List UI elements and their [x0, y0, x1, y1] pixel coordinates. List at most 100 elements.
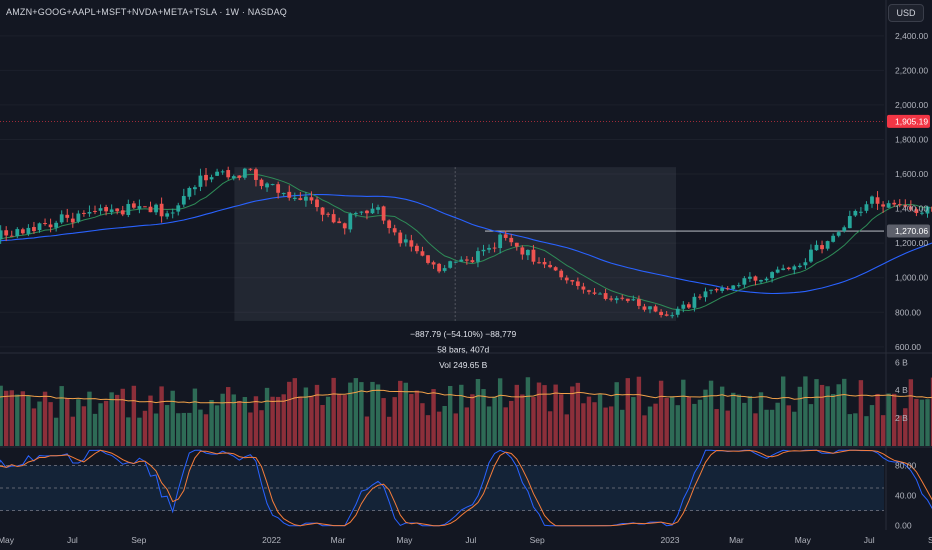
- candle-body: [564, 277, 569, 281]
- volume-bar: [342, 395, 347, 446]
- volume-pane: 6 B 4 B 2 B: [0, 357, 932, 446]
- candle: [648, 306, 652, 314]
- candle: [415, 243, 419, 254]
- volume-bar: [76, 399, 81, 446]
- volume-bar: [87, 391, 92, 446]
- volume-bar: [81, 406, 87, 446]
- volume-ma-line: [0, 389, 932, 404]
- volume-bar: [448, 385, 453, 446]
- candle-body: [226, 170, 231, 178]
- candle-body: [542, 261, 547, 265]
- volume-bar: [314, 384, 320, 446]
- candle-body: [187, 187, 192, 197]
- candle: [553, 266, 558, 272]
- time-tick-label: Jul: [864, 535, 875, 545]
- volume-bar: [536, 382, 542, 446]
- volume-bar: [670, 396, 675, 446]
- volume-bar: [742, 402, 747, 446]
- candle-body: [387, 220, 392, 229]
- candle: [925, 205, 930, 218]
- volume-bar: [781, 376, 786, 446]
- candle-body: [309, 197, 314, 201]
- candle-body: [559, 270, 564, 278]
- volume-bar: [819, 384, 825, 446]
- candle-body: [609, 298, 614, 300]
- candle-body: [115, 208, 120, 212]
- candle: [631, 295, 636, 302]
- candle-body: [137, 206, 142, 209]
- candle: [675, 306, 680, 318]
- candle: [748, 272, 752, 283]
- candle-body: [254, 169, 258, 180]
- volume-bar: [192, 388, 198, 446]
- candle: [265, 182, 269, 192]
- candle-body: [431, 262, 436, 265]
- volume-bar: [597, 394, 603, 446]
- measure-range-label: 58 bars, 407d: [437, 344, 489, 354]
- candle-body: [759, 280, 763, 282]
- candle-body: [670, 315, 675, 317]
- candle-body: [15, 229, 20, 237]
- volume-bar: [553, 384, 558, 446]
- volume-bar: [509, 400, 514, 446]
- candle: [509, 234, 514, 247]
- candle-body: [881, 204, 885, 207]
- candle-body: [154, 204, 158, 213]
- candle: [859, 207, 863, 217]
- time-tick-label: Mar: [729, 535, 744, 545]
- volume-bar: [20, 391, 26, 446]
- volume-bar: [226, 387, 231, 446]
- candle: [292, 192, 297, 201]
- time-tick-label: May: [396, 535, 413, 545]
- candle-body: [131, 203, 136, 208]
- candlesticks: [0, 166, 932, 319]
- volume-bar: [531, 397, 536, 446]
- candle-body: [859, 211, 863, 213]
- candle: [76, 210, 81, 224]
- candle-body: [320, 207, 325, 215]
- candle-body: [65, 214, 70, 218]
- currency-button[interactable]: USD: [888, 4, 924, 22]
- candle: [642, 303, 647, 312]
- candle-body: [120, 210, 125, 215]
- volume-bar: [486, 406, 492, 446]
- candle: [242, 167, 247, 180]
- candle-body: [598, 293, 602, 295]
- candle-body: [892, 202, 897, 205]
- volume-bar: [697, 399, 703, 446]
- candle: [781, 264, 786, 271]
- candle: [126, 199, 131, 218]
- candle: [470, 256, 475, 263]
- candle: [65, 208, 70, 223]
- candle-body: [803, 262, 808, 266]
- symbol-title[interactable]: AMZN+GOOG+AAPL+MSFT+NVDA+META+TSLA · 1W …: [6, 7, 287, 17]
- volume-bar: [497, 378, 503, 446]
- candle-body: [448, 261, 453, 268]
- volume-bar: [725, 410, 730, 446]
- time-axis[interactable]: May Jul Sep 2022 Mar May Jul Sep 2023 Mar May Jul Se…: [0, 535, 932, 545]
- candle: [720, 285, 725, 294]
- volume-bar: [786, 405, 791, 446]
- stoch-band: [0, 465, 884, 511]
- candle: [526, 249, 530, 260]
- volume-bar: [187, 412, 192, 446]
- level-price-tag: 1,270.06: [887, 224, 930, 238]
- candle-body: [442, 268, 447, 271]
- volume-bar: [903, 408, 908, 446]
- candle: [204, 167, 208, 187]
- last-price-tag: 1,905.19: [887, 114, 930, 128]
- candle-body: [786, 267, 791, 270]
- candle-body: [337, 221, 342, 224]
- candle-body: [193, 187, 197, 190]
- candle-body: [342, 223, 347, 229]
- candle: [143, 206, 147, 208]
- candle: [20, 227, 25, 235]
- candle: [603, 288, 608, 301]
- volume-bar: [620, 409, 625, 446]
- candle-body: [170, 212, 175, 214]
- candle-body: [315, 199, 319, 208]
- price-axis[interactable]: 2,400.00 2,200.00 2,000.00 1,800.00 1,600.00…: [887, 31, 930, 352]
- candle: [714, 287, 719, 293]
- candle-body: [298, 198, 303, 200]
